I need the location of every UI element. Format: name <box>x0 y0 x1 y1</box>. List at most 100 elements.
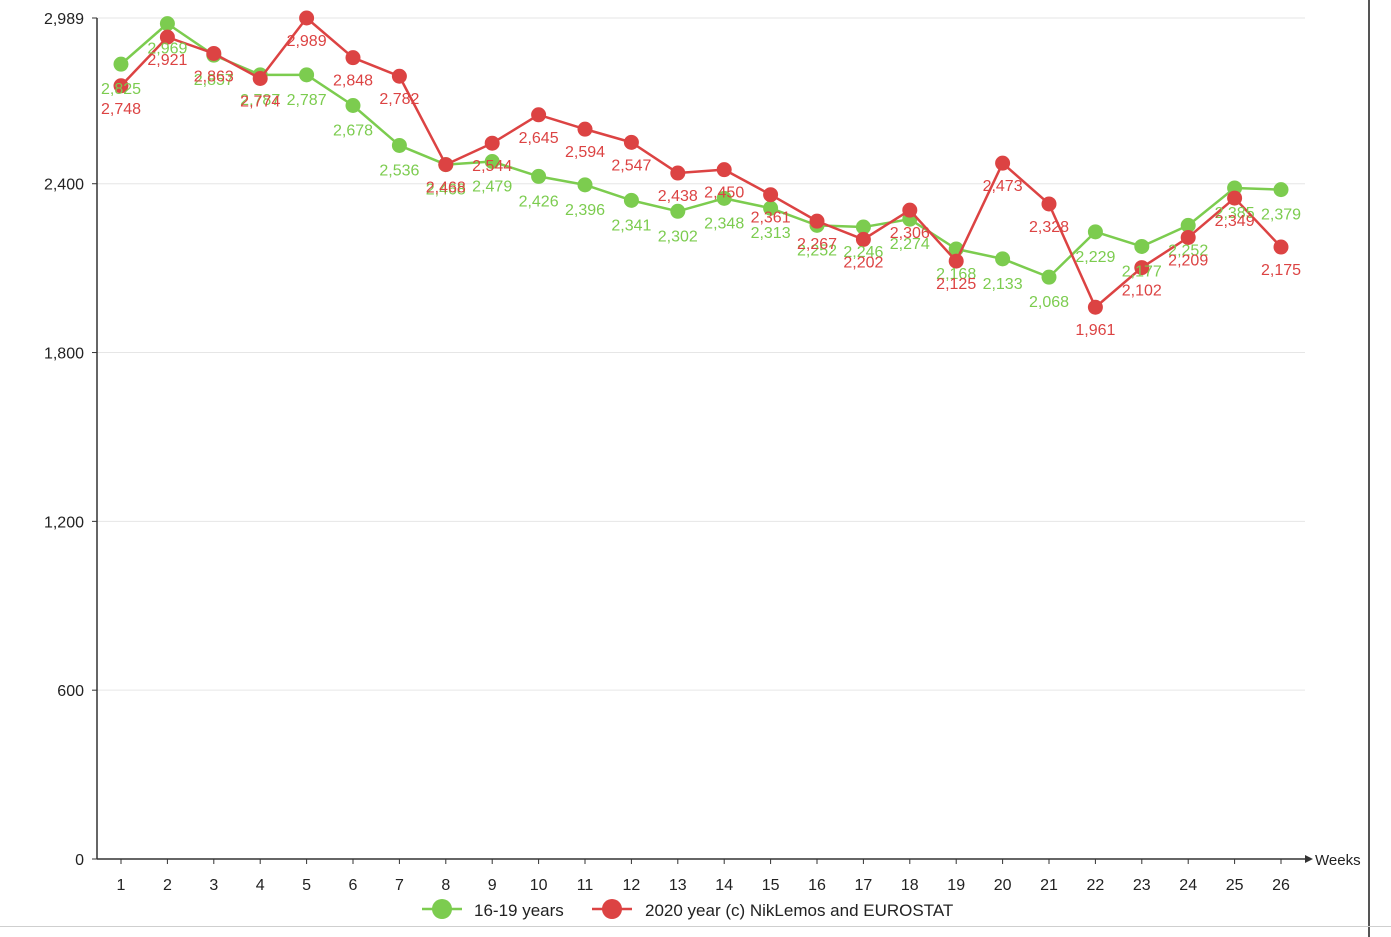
data-point-series-2 <box>1134 260 1150 276</box>
data-point-series-2 <box>391 68 407 84</box>
legend-marker-series-2 <box>602 899 622 919</box>
data-label-series-2: 2,202 <box>843 254 883 271</box>
data-label-series-1: 2,426 <box>519 193 559 210</box>
y-tick-labels: 0 600 1,200 1,800 2,400 2,989 <box>44 11 84 869</box>
legend-label-series-1: 16-19 years <box>474 901 564 920</box>
x-tick-label: 8 <box>441 877 450 894</box>
data-label-series-2: 2,175 <box>1261 262 1301 279</box>
data-label-series-1: 2,341 <box>611 217 651 234</box>
data-point-series-2 <box>252 70 268 86</box>
x-tick-label: 17 <box>855 877 873 894</box>
data-point-series-2 <box>623 134 639 150</box>
data-point-series-2 <box>809 213 825 229</box>
data-label-series-2: 2,848 <box>333 73 373 90</box>
data-point-series-1 <box>159 16 175 32</box>
data-label-series-1: 2,252 <box>1168 242 1208 259</box>
x-tick-label: 12 <box>623 877 641 894</box>
y-tick-label: 600 <box>57 683 84 700</box>
x-tick-label: 5 <box>302 877 311 894</box>
data-point-series-1 <box>391 137 407 153</box>
data-point-series-1 <box>1087 224 1103 240</box>
data-label-series-2: 2,473 <box>983 178 1023 195</box>
data-point-series-2 <box>1041 196 1057 212</box>
data-label-series-1: 2,379 <box>1261 207 1301 224</box>
y-tick-label: 1,200 <box>44 514 84 531</box>
x-tick-label: 19 <box>947 877 965 894</box>
series-line-1 <box>120 22 1282 279</box>
data-label-series-1: 2,246 <box>843 244 883 261</box>
data-point-series-1 <box>623 192 639 208</box>
data-point-series-1 <box>670 203 686 219</box>
data-label-series-2: 2,209 <box>1168 252 1208 269</box>
data-point-series-2 <box>484 135 500 151</box>
data-label-series-2: 2,645 <box>519 130 559 147</box>
x-tick-label: 22 <box>1087 877 1105 894</box>
data-point-series-2 <box>948 253 964 269</box>
data-label-series-2: 2,863 <box>194 68 234 85</box>
data-labels: 2,825 2,969 2,857 2,787 2,787 2,678 2,536 2,468… <box>101 33 1301 339</box>
data-point-series-1 <box>763 200 779 216</box>
x-tick-label: 4 <box>256 877 265 894</box>
gridlines <box>92 17 1305 864</box>
data-label-series-2: 2,450 <box>704 185 744 202</box>
data-point-series-2 <box>159 29 175 45</box>
data-label-series-1: 2,133 <box>983 276 1023 293</box>
x-tick-label: 10 <box>530 877 548 894</box>
data-point-series-2 <box>763 187 779 203</box>
data-label-series-2: 2,547 <box>611 157 651 174</box>
legend: 16-19 years 2020 year (c) NikLemos and EU… <box>422 899 953 920</box>
data-label-series-1: 2,177 <box>1122 263 1162 280</box>
data-label-series-1: 2,969 <box>147 41 187 58</box>
series-lines <box>113 10 1289 315</box>
data-point-series-2 <box>855 231 871 247</box>
data-point-series-2 <box>577 121 593 137</box>
x-tick-label: 21 <box>1040 877 1058 894</box>
data-label-series-2: 2,748 <box>101 101 141 118</box>
data-label-series-1: 2,479 <box>472 178 512 195</box>
x-tick-label: 16 <box>808 877 826 894</box>
x-tick-label: 18 <box>901 877 919 894</box>
x-tick-label: 11 <box>577 877 594 894</box>
data-point-series-2 <box>1180 229 1196 245</box>
legend-marker-series-1 <box>432 899 452 919</box>
data-label-series-2: 1,961 <box>1075 322 1115 339</box>
data-label-series-2: 2,782 <box>379 91 419 108</box>
data-label-series-2: 2,544 <box>472 158 512 175</box>
data-label-series-2: 2,921 <box>147 52 187 69</box>
data-point-series-1 <box>577 177 593 193</box>
data-point-series-2 <box>1273 239 1289 255</box>
data-label-series-2: 2,349 <box>1215 213 1255 230</box>
data-label-series-1: 2,385 <box>1215 205 1255 222</box>
data-label-series-1: 2,313 <box>751 225 791 242</box>
data-point-series-1 <box>113 56 129 72</box>
x-tick-label: 13 <box>669 877 687 894</box>
x-tick-label: 24 <box>1179 877 1197 894</box>
data-point-series-2 <box>902 202 918 218</box>
data-label-series-2: 2,361 <box>751 210 791 227</box>
y-tick-label: 0 <box>75 852 84 869</box>
data-point-series-1 <box>1134 238 1150 254</box>
data-point-series-1 <box>299 67 315 83</box>
data-label-series-2: 2,774 <box>240 93 280 110</box>
data-point-series-2 <box>995 155 1011 171</box>
data-label-series-2: 2,989 <box>287 33 327 50</box>
x-tick-label: 23 <box>1133 877 1151 894</box>
legend-label-series-2: 2020 year (c) NikLemos and EUROSTAT <box>645 901 953 920</box>
data-label-series-2: 2,102 <box>1122 283 1162 300</box>
data-point-series-2 <box>438 157 454 173</box>
data-label-series-1: 2,787 <box>240 92 280 109</box>
data-point-series-1 <box>1041 269 1057 285</box>
data-point-series-1 <box>484 153 500 169</box>
data-point-series-2 <box>531 107 547 123</box>
data-label-series-1: 2,678 <box>333 123 373 140</box>
data-point-series-2 <box>1227 190 1243 206</box>
window-frame-bottom <box>0 926 1391 927</box>
data-label-series-1: 2,068 <box>1029 294 1069 311</box>
data-point-series-1 <box>855 219 871 235</box>
x-tick-label: 2 <box>163 877 172 894</box>
window-frame-right <box>1368 0 1370 937</box>
data-label-series-2: 2,468 <box>426 180 466 197</box>
data-label-series-2: 2,306 <box>890 225 930 242</box>
data-point-series-2 <box>716 162 732 178</box>
